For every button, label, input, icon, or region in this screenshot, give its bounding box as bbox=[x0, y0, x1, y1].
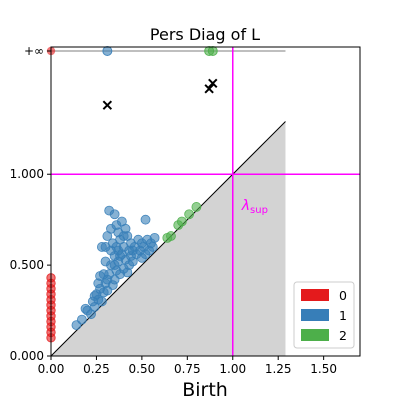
legend-label-2: 2 bbox=[339, 328, 347, 343]
x-tick-label: 1.50 bbox=[310, 362, 337, 376]
series-1-point bbox=[118, 231, 129, 241]
y-tick-label: 0.500 bbox=[10, 258, 44, 272]
series-1-point bbox=[102, 274, 113, 285]
series-1-point bbox=[149, 232, 160, 243]
chart-title: Pers Diag of L bbox=[150, 25, 260, 44]
y-tick-label: 1.000 bbox=[10, 167, 44, 181]
series-1-point bbox=[109, 260, 120, 271]
series-1-point bbox=[109, 209, 120, 220]
y-tick-label-infinity: +∞ bbox=[24, 44, 44, 58]
series-1-point bbox=[93, 278, 104, 289]
series-2-infinite-point bbox=[207, 46, 218, 56]
series-2-point bbox=[191, 202, 202, 212]
legend-label-0: 0 bbox=[339, 288, 347, 303]
series-1-point bbox=[77, 314, 87, 325]
x-tick-label: 0.00 bbox=[38, 362, 65, 376]
x-marker bbox=[208, 78, 218, 89]
axes-frame bbox=[50, 46, 361, 357]
legend-swatch-1 bbox=[301, 309, 329, 321]
series-2-point bbox=[166, 231, 176, 241]
series-1-point bbox=[140, 214, 151, 225]
series-2-point bbox=[176, 216, 187, 227]
y-tick-label: 0.000 bbox=[10, 349, 44, 363]
series-1-point bbox=[89, 291, 100, 301]
plot-area: λsup 0.00 0.25 0.50 0.75 1.00 1.25 1.50 0.000 0.5… bbox=[10, 44, 361, 376]
lambda-sup-label: λsup bbox=[241, 198, 268, 216]
series-1-point bbox=[96, 296, 107, 307]
x-marker bbox=[102, 100, 113, 110]
series-1-point bbox=[147, 242, 158, 252]
x-marker bbox=[204, 84, 214, 94]
legend-label-1: 1 bbox=[339, 308, 347, 323]
x-tick-label: 0.50 bbox=[129, 362, 156, 376]
series-2-point bbox=[184, 209, 195, 220]
x-tick-label: 1.00 bbox=[219, 362, 246, 376]
x-tick-label: 1.25 bbox=[265, 362, 292, 376]
legend-swatch-2 bbox=[301, 329, 329, 341]
x-axis-label: Birth bbox=[182, 379, 228, 400]
x-tick-label: 0.75 bbox=[174, 362, 201, 376]
series-1-point bbox=[115, 251, 125, 261]
series-1-infinite-point bbox=[102, 46, 113, 56]
x-tick-label: 0.25 bbox=[83, 362, 110, 376]
legend-swatch-0 bbox=[301, 289, 329, 301]
series-1-point bbox=[127, 245, 138, 256]
